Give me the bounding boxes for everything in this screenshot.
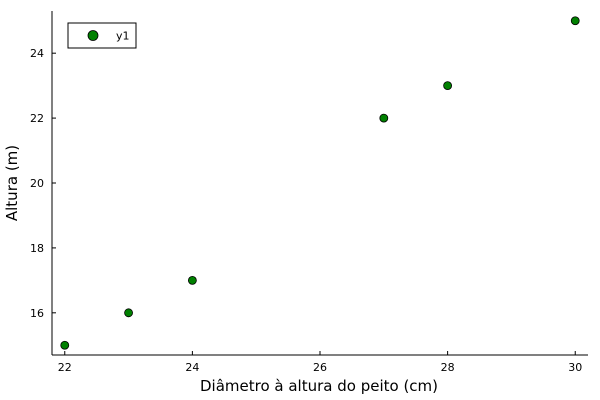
data-points bbox=[60, 16, 580, 350]
data-point bbox=[124, 308, 133, 318]
y-tick-label: 20 bbox=[30, 177, 44, 190]
data-point bbox=[443, 81, 453, 91]
x-tick-label: 26 bbox=[313, 361, 327, 374]
legend-box bbox=[67, 22, 137, 49]
data-point bbox=[60, 340, 70, 350]
y-ticks: 16 18 20 22 24 bbox=[30, 47, 56, 320]
data-point bbox=[187, 275, 197, 285]
axes bbox=[51, 11, 588, 356]
y-tick-label: 22 bbox=[30, 112, 44, 125]
y-tick-label: 16 bbox=[30, 307, 44, 320]
legend: y1 bbox=[67, 22, 137, 49]
x-tick-label: 28 bbox=[441, 361, 455, 374]
x-tick-label: 24 bbox=[185, 361, 199, 374]
y-tick-label: 18 bbox=[30, 242, 44, 255]
y-axis-label: Altura (m) bbox=[3, 145, 21, 221]
legend-label-y1: y1 bbox=[116, 30, 130, 43]
x-tick-label: 30 bbox=[568, 361, 582, 374]
x-tick-label: 22 bbox=[58, 361, 72, 374]
x-axis-label: Diâmetro à altura do peito (cm) bbox=[200, 377, 438, 395]
data-point bbox=[570, 16, 580, 26]
data-point bbox=[379, 113, 389, 123]
legend-marker-y1 bbox=[87, 30, 99, 41]
y-tick-label: 24 bbox=[30, 47, 44, 60]
x-ticks: 22 24 26 28 30 bbox=[58, 351, 582, 374]
